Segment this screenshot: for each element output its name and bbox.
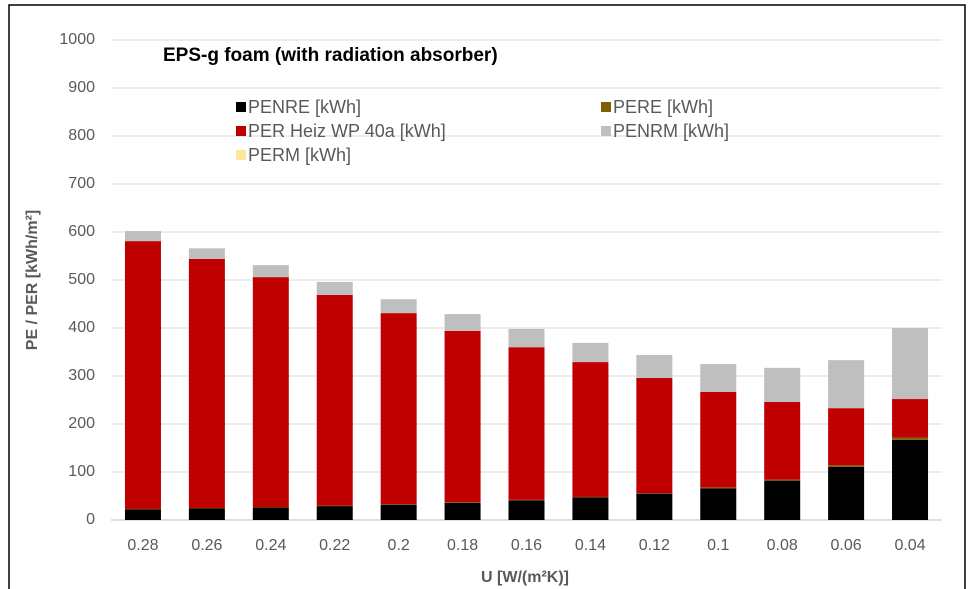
y-tick-label: 0 [86,511,95,528]
y-tick-label: 500 [68,271,95,288]
x-tick-label: 0.26 [191,537,222,554]
y-tick-label: 600 [68,223,95,240]
bar-segment [124,509,161,520]
legend-label: PENRM [kWh] [613,121,729,141]
bar-segment [124,241,161,509]
bar-segment [572,497,609,520]
bar-segment [188,508,225,520]
y-tick-label: 300 [68,367,95,384]
chart-title: EPS-g foam (with radiation absorber) [163,45,498,66]
bar-segment [572,342,609,363]
bar-segment [444,314,481,331]
bar-segment [380,299,417,314]
bar-segment [764,479,801,481]
bar-segment [636,354,673,378]
bar-segment [764,401,801,480]
x-tick-label: 0.14 [575,537,606,554]
bar-segment [700,488,737,520]
bar-segment [252,265,289,278]
bar-segment [252,507,289,520]
x-tick-label: 0.24 [255,537,286,554]
bar-segment [444,330,481,503]
y-tick-label: 400 [68,319,95,336]
bar-segment [636,493,673,520]
y-tick-label: 100 [68,463,95,480]
bar-segment [828,408,865,466]
bar-segment [188,248,225,259]
y-tick-label: 800 [68,127,95,144]
bar-segment [764,367,801,402]
bar-segment [892,439,929,520]
bar-segment [316,281,353,295]
legend-swatch [236,102,246,112]
bar-segment [508,347,545,500]
bar-segment [316,506,353,520]
y-axis-label: PE / PER [kWh/m²] [24,210,41,350]
bar-segment [380,504,417,520]
legend-swatch [236,150,246,160]
bar-segment [444,502,481,520]
bar-segment [316,294,353,506]
bar-segment [892,399,929,438]
bar-segment [892,328,929,400]
x-tick-label: 0.12 [639,537,670,554]
y-tick-label: 900 [68,79,95,96]
bar-segment [764,480,801,520]
legend-swatch [601,126,611,136]
bar-segment [188,258,225,508]
bar-segment [252,277,289,508]
bar-segment [892,437,929,440]
x-tick-label: 0.04 [894,537,925,554]
legend-label: PERE [kWh] [613,97,713,117]
chart-frame [8,4,966,589]
bar-segment [508,328,545,348]
bar-segment [636,377,673,494]
legend-label: PER Heiz WP 40a [kWh] [248,121,446,141]
bar-segment [828,360,865,409]
bar-segment [700,364,737,392]
x-tick-label: 0.22 [319,537,350,554]
x-tick-label: 0.1 [707,537,729,554]
x-tick-label: 0.18 [447,537,478,554]
x-tick-label: 0.16 [511,537,542,554]
bar-segment [828,466,865,520]
bar-segment [380,313,417,505]
legend-swatch [236,126,246,136]
x-tick-label: 0.06 [831,537,862,554]
bar-segment [828,465,865,467]
y-tick-label: 700 [68,175,95,192]
legend-label: PERM [kWh] [248,145,351,165]
bar-segment [124,231,161,242]
x-tick-label: 0.2 [388,537,410,554]
bar-segment [508,500,545,520]
bar-segment [700,487,737,489]
y-tick-label: 1000 [59,31,95,48]
legend-swatch [601,102,611,112]
legend-label: PENRE [kWh] [248,97,361,117]
x-tick-label: 0.28 [127,537,158,554]
y-tick-label: 200 [68,415,95,432]
bar-segment [700,391,737,488]
x-tick-label: 0.08 [767,537,798,554]
x-axis-label: U [W/(m²K)] [481,569,569,586]
bar-segment [572,362,609,497]
